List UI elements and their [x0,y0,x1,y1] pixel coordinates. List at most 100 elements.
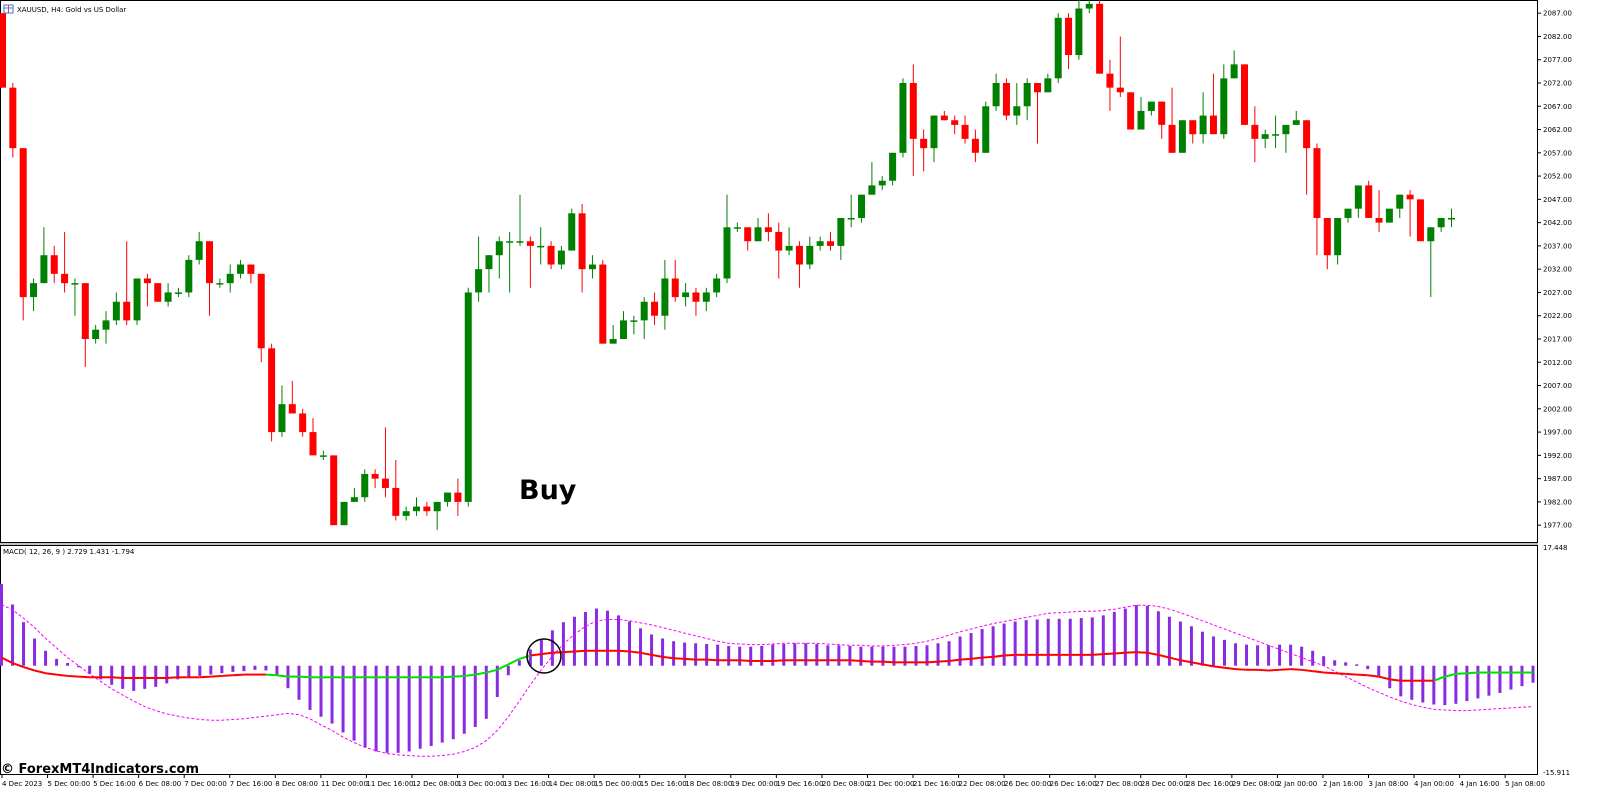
macd-signal-segment [926,660,939,664]
candle-body [19,148,27,298]
macd-signal-segment [1235,668,1247,671]
candle-body [609,338,617,344]
macd-histogram-bar [1498,665,1502,693]
macd-histogram-bar [1388,665,1392,689]
macd-signal-segment [772,659,784,662]
candle-body [278,404,286,433]
watermark-text: © ForexMT4Indicators.com [1,762,199,777]
macd-signal-segment [475,671,487,676]
price-axis: 2087.00 2082.00 2077.00 2072.00 2067.00 2062.… [1538,10,1572,530]
macd-histogram-bar [661,638,665,666]
macd-histogram-bar [297,665,301,700]
macd-histogram-bar [165,665,169,684]
macd-histogram-bar [1134,605,1138,666]
candle-body [495,241,503,256]
macd-signal-segment [56,673,68,677]
macd-histogram [0,584,1535,753]
macd-histogram-bar [969,633,973,666]
macd-histogram-bar [980,628,984,666]
macd-signal-segment [706,658,718,662]
macd-histogram-bar [760,645,764,666]
macd-histogram-bar [231,665,235,672]
macd-signal-segment [1334,672,1346,675]
macd-signal-segment [1323,671,1335,675]
macd-histogram-bar [793,643,797,666]
macd-signal-segment [992,654,1005,658]
candle-body [682,292,690,298]
candle-body [1085,3,1093,9]
macd-histogram-bar [1531,665,1535,683]
candle-body [1303,120,1311,149]
macd-histogram-bar [1068,618,1072,666]
candle-body [154,283,162,302]
macd-signal-segment [232,673,244,677]
macd-signal-segment [882,660,895,664]
macd-histogram-bar [826,645,830,666]
candle-body [1189,120,1197,135]
macd-histogram-bar [176,665,180,680]
macd-signal-segment [1125,651,1137,654]
macd-signal-segment [298,675,311,679]
candle-body [185,259,193,293]
candle-body [1241,64,1248,125]
price-tick-label: 1992.00 [1543,452,1572,460]
macd-histogram-bar [617,615,621,666]
candle-body [909,82,917,139]
macd-signal-segment [684,657,696,661]
macd-histogram-bar [727,645,731,666]
macd-histogram-bar [605,610,609,666]
candle-body [764,227,772,232]
price-tick-label: 2037.00 [1543,242,1572,250]
price-tick-label: 1987.00 [1543,475,1572,483]
macd-histogram-bar [308,665,312,710]
macd-histogram-bar [1454,665,1458,704]
candle-body [795,245,803,265]
macd-histogram-bar [0,584,3,666]
price-tick-label: 2012.00 [1543,359,1572,367]
macd-signal-segment [1356,673,1368,677]
candle-body [692,292,700,302]
macd-histogram-bar [1300,646,1304,666]
candle-body [71,283,79,285]
time-tick-label: 4 Jan 00:00 [1414,780,1454,788]
candle-body [951,120,959,125]
price-tick-label: 2002.00 [1543,405,1572,413]
macd-signal-segment [67,674,79,678]
macd-histogram-bar [815,643,819,666]
macd-histogram-bar [771,644,775,666]
macd-signal-segment [507,658,520,666]
macd-histogram-bar [1200,631,1204,666]
candle-body [1448,217,1455,220]
macd-signal-segment [1466,671,1478,675]
candle-body [50,255,58,274]
candle-body [174,292,182,294]
macd-histogram-bar [694,643,698,666]
time-tick-label: 18 Dec 08:00 [685,780,732,788]
macd-signal-segment [640,651,652,656]
time-tick-label: 28 Dec 16:00 [1186,780,1233,788]
candle-body [195,241,203,260]
macd-histogram-bar [550,630,554,666]
time-tick-label: 29 Dec 08:00 [1232,780,1279,788]
macd-histogram-bar [44,650,48,666]
macd-signal-segment [1345,672,1357,676]
macd-signal-segment [1147,651,1159,656]
candle-body [1178,120,1186,153]
candlestick-series [0,0,1455,530]
macd-histogram-bar [495,665,499,698]
macd-signal-segment [1191,661,1203,666]
candle-body [112,301,120,321]
macd-histogram-bar [198,665,202,676]
candle-body [775,231,783,251]
macd-signal-segment [937,659,950,663]
macd-signal-segment [673,657,685,660]
macd-histogram-bar [881,646,885,666]
candle-body [1116,87,1124,93]
candle-body [744,227,752,242]
macd-histogram-bar [650,634,654,666]
macd-histogram-bar [782,643,786,666]
macd-lines [1,604,1534,757]
macd-histogram-bar [187,665,191,678]
